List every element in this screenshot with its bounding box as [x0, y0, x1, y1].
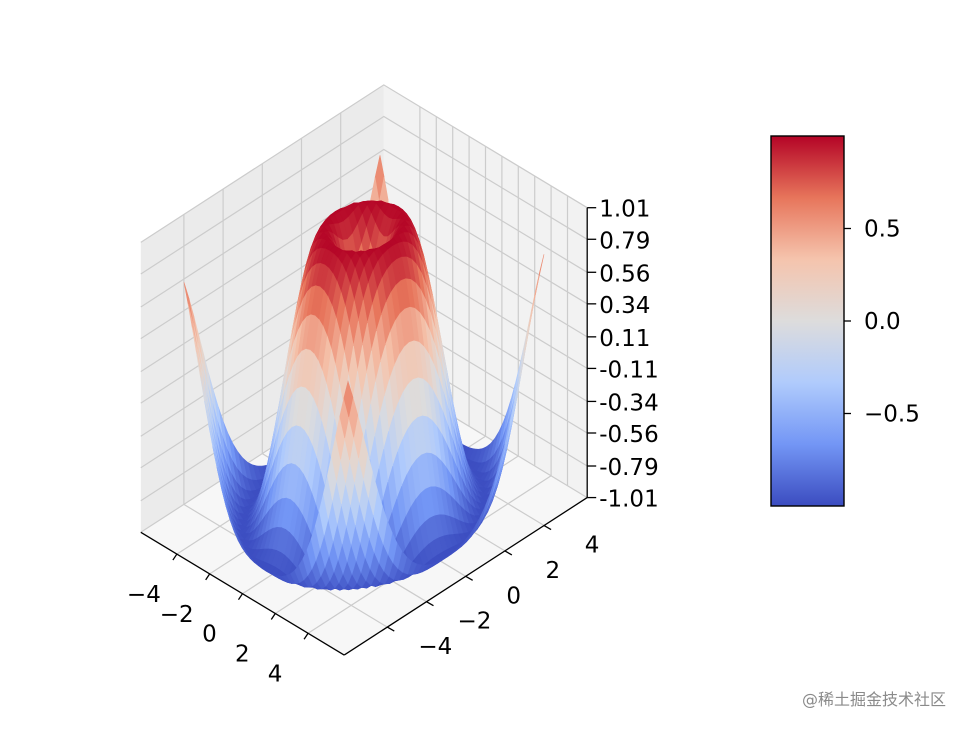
y-tick — [465, 575, 474, 581]
z-tick-label: 0.79 — [599, 228, 650, 254]
y-tick — [504, 550, 513, 556]
z-tick-label: -0.34 — [599, 390, 659, 416]
colorbar-gradient — [770, 135, 845, 507]
y-tick-label: 0 — [506, 583, 521, 609]
y-tick-label: 2 — [546, 558, 561, 584]
grid-line — [140, 84, 588, 243]
y-tick-label: −4 — [418, 634, 452, 660]
grid-line — [140, 148, 588, 308]
z-tick-label: 0.34 — [599, 293, 650, 319]
z-tick-label: 0.11 — [599, 326, 650, 352]
z-tick-label: -1.01 — [599, 487, 659, 513]
x-tick — [303, 632, 309, 640]
colorbar-tick-label: −0.5 — [864, 402, 920, 428]
x-tick — [270, 613, 276, 620]
watermark: @稀土掘金技术社区 — [801, 690, 946, 709]
z-tick-label: 0.56 — [599, 261, 650, 287]
z-tick-label: -0.56 — [599, 422, 659, 448]
x-tick-label: 2 — [235, 641, 250, 667]
x-tick-label: 0 — [202, 622, 217, 648]
x-tick — [237, 593, 244, 601]
x-tick-label: −4 — [127, 582, 161, 608]
y-tick-label: 4 — [585, 533, 600, 559]
x-tick — [172, 553, 178, 561]
y-tick — [426, 601, 434, 607]
y-tick — [543, 524, 552, 531]
y-tick — [386, 626, 395, 632]
colorbar-tick-label: 0.0 — [864, 309, 901, 335]
grid-line — [140, 115, 588, 275]
x-tick — [205, 573, 211, 581]
z-tick-label: -0.11 — [599, 357, 659, 383]
y-tick-label: −2 — [458, 609, 492, 635]
z-tick-label: -0.79 — [599, 455, 659, 481]
surface — [183, 155, 545, 591]
colorbar: 0.5 0.0 −0.5 — [770, 135, 920, 507]
surface-patch — [343, 380, 354, 418]
axis-ticks: −4−2024−4−2024-1.01-0.79-0.56-0.34-0.110… — [127, 197, 659, 688]
z-tick-label: 1.01 — [599, 197, 650, 223]
x-axis-line — [140, 531, 345, 656]
x-tick-label: 4 — [268, 661, 283, 687]
x-tick-label: −2 — [160, 602, 194, 628]
colorbar-tick-label: 0.5 — [864, 217, 901, 243]
